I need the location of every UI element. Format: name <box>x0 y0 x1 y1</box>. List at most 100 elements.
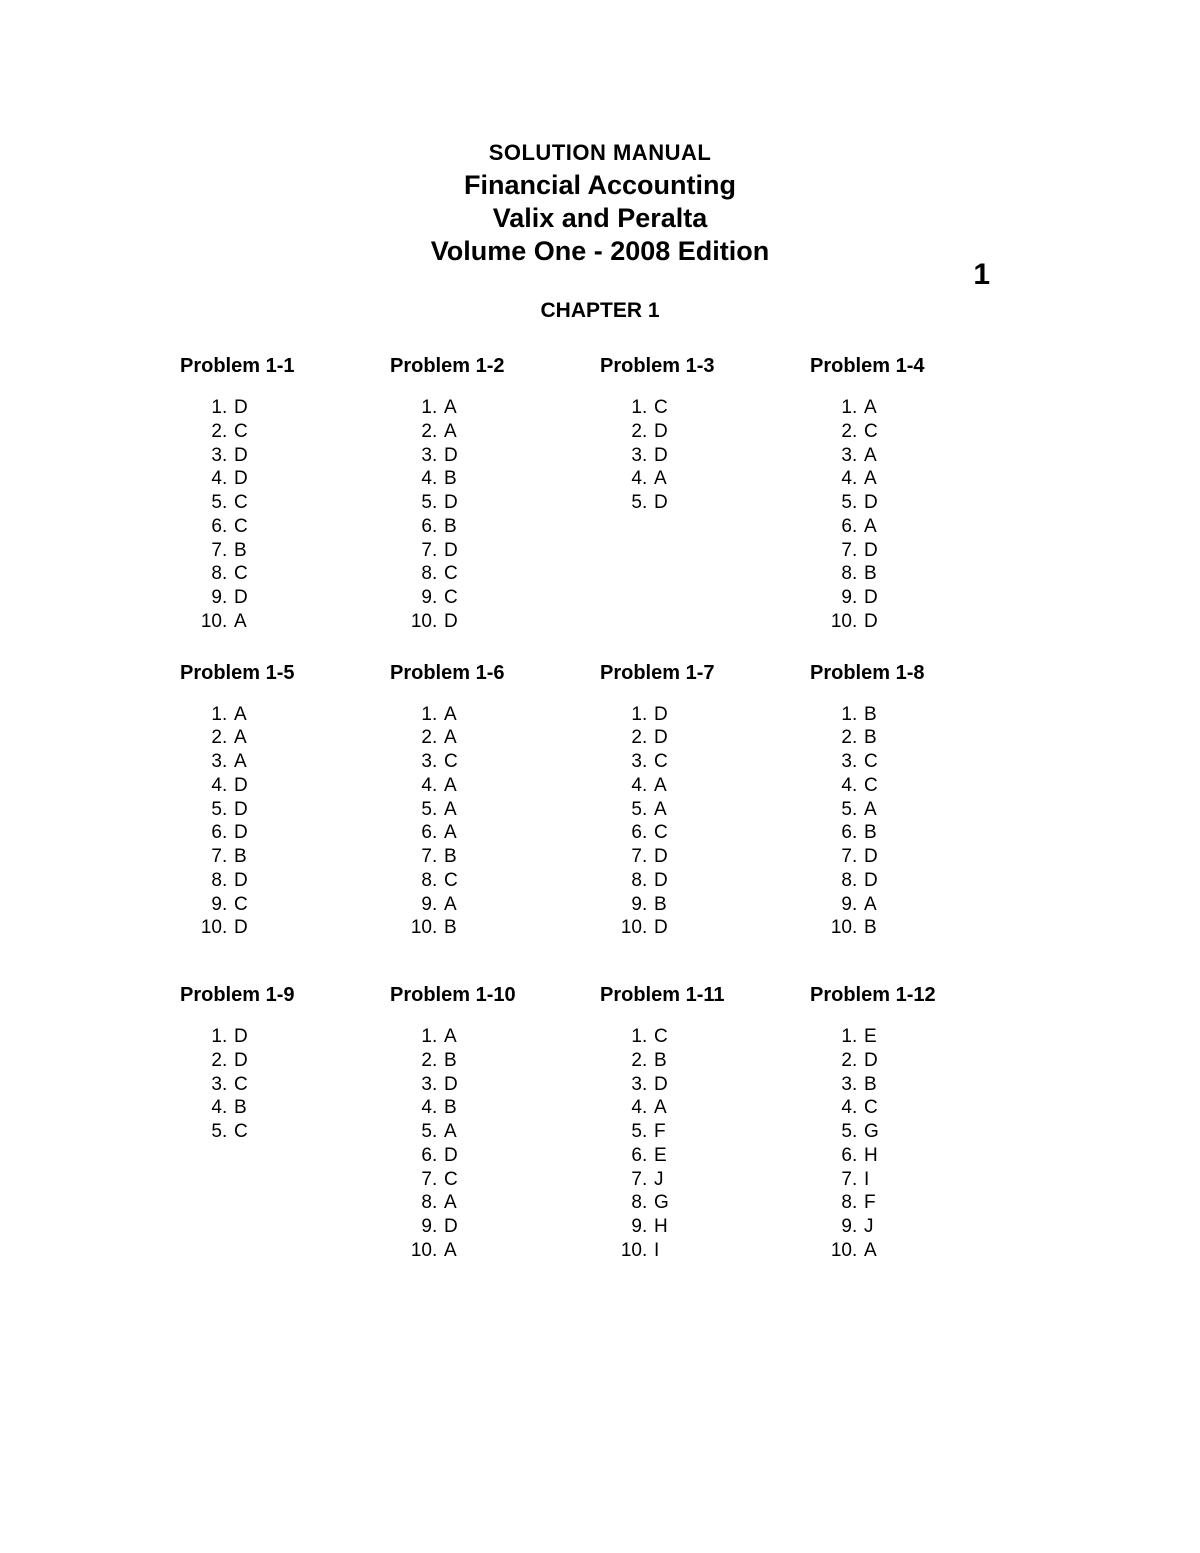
answer-value: D <box>232 1025 248 1049</box>
answer-row: 3.C <box>824 750 1020 774</box>
answer-number: 6 <box>824 515 852 539</box>
answer-dot: . <box>852 586 862 610</box>
answer-dot: . <box>432 869 442 893</box>
answer-row: 4.D <box>194 467 390 491</box>
answer-number: 8 <box>614 869 642 893</box>
answer-row: 8.B <box>824 562 1020 586</box>
answer-number: 5 <box>614 798 642 822</box>
problem-block: Problem 1-91.D2.D3.C4.B5.C <box>180 984 390 1263</box>
answer-value: C <box>232 420 248 444</box>
answer-dot: . <box>852 869 862 893</box>
answer-row: 4.A <box>404 774 600 798</box>
answer-value: A <box>862 515 877 539</box>
answer-dot: . <box>852 821 862 845</box>
answer-value: D <box>232 869 248 893</box>
answer-number: 9 <box>614 893 642 917</box>
answer-number: 10 <box>194 916 222 940</box>
answer-row: 9.C <box>404 586 600 610</box>
answer-row: 9.H <box>614 1215 810 1239</box>
answer-row: 7.D <box>824 539 1020 563</box>
answer-dot: . <box>222 774 232 798</box>
answer-row: 4.B <box>404 467 600 491</box>
answer-row: 9.A <box>824 893 1020 917</box>
answer-number: 8 <box>824 869 852 893</box>
answer-dot: . <box>222 539 232 563</box>
answer-dot: . <box>642 726 652 750</box>
answer-number: 10 <box>824 1239 852 1263</box>
answer-row: 1.C <box>614 1025 810 1049</box>
answer-value: A <box>862 396 877 420</box>
answer-value: B <box>862 916 877 940</box>
answer-dot: . <box>432 562 442 586</box>
answer-number: 6 <box>824 1144 852 1168</box>
answer-number: 5 <box>614 1120 642 1144</box>
answer-dot: . <box>852 1239 862 1263</box>
answer-dot: . <box>222 750 232 774</box>
answer-value: J <box>652 1168 664 1192</box>
answer-dot: . <box>222 420 232 444</box>
answer-dot: . <box>222 444 232 468</box>
answer-number: 5 <box>194 491 222 515</box>
answer-dot: . <box>222 515 232 539</box>
answer-number: 3 <box>194 750 222 774</box>
answer-value: B <box>442 845 457 869</box>
answer-row: 10.A <box>194 610 390 634</box>
problem-block: Problem 1-11.D2.C3.D4.D5.C6.C7.B8.C9.D10… <box>180 355 390 634</box>
answer-row: 8.G <box>614 1191 810 1215</box>
problem-block: Problem 1-21.A2.A3.D4.B5.D6.B7.D8.C9.C10… <box>390 355 600 634</box>
answer-row: 5.D <box>194 798 390 822</box>
answer-row: 8.C <box>194 562 390 586</box>
answer-value: B <box>652 893 667 917</box>
answer-dot: . <box>432 610 442 634</box>
answer-value: D <box>652 444 668 468</box>
answer-value: C <box>652 1025 668 1049</box>
answer-dot: . <box>432 420 442 444</box>
answer-row: 3.D <box>194 444 390 468</box>
answer-value: D <box>232 774 248 798</box>
answer-dot: . <box>642 1168 652 1192</box>
answer-row: 6.B <box>404 515 600 539</box>
answer-row: 4.B <box>194 1096 390 1120</box>
answer-row: 2.C <box>194 420 390 444</box>
answer-number: 7 <box>404 539 432 563</box>
answer-row: 5.D <box>404 491 600 515</box>
answer-value: D <box>442 444 458 468</box>
answer-number: 4 <box>194 467 222 491</box>
answer-value: B <box>652 1049 667 1073</box>
answer-list: 1.C2.B3.D4.A5.F6.E7.J8.G9.H10.I <box>600 1025 810 1263</box>
answer-dot: . <box>432 893 442 917</box>
answer-value: D <box>442 1215 458 1239</box>
answer-number: 7 <box>404 845 432 869</box>
answer-row: 9.B <box>614 893 810 917</box>
answer-value: C <box>232 562 248 586</box>
answer-row: 8.D <box>194 869 390 893</box>
answer-row: 7.D <box>404 539 600 563</box>
answer-row: 1.B <box>824 703 1020 727</box>
answer-value: D <box>232 444 248 468</box>
answer-value: C <box>232 1120 248 1144</box>
answer-row: 8.C <box>404 562 600 586</box>
problem-block: Problem 1-71.D2.D3.C4.A5.A6.C7.D8.D9.B10… <box>600 662 810 941</box>
answer-row: 10.B <box>404 916 600 940</box>
header-subtitle: SOLUTION MANUAL <box>180 140 1020 166</box>
answer-value: B <box>442 1049 457 1073</box>
answer-row: 5.D <box>824 491 1020 515</box>
problem-block: Problem 1-111.C2.B3.D4.A5.F6.E7.J8.G9.H1… <box>600 984 810 1263</box>
answer-dot: . <box>432 703 442 727</box>
answer-dot: . <box>222 916 232 940</box>
answer-dot: . <box>432 845 442 869</box>
answer-dot: . <box>642 774 652 798</box>
answer-value: A <box>442 798 457 822</box>
answer-value: D <box>232 467 248 491</box>
problem-title: Problem 1-9 <box>180 984 390 1007</box>
answer-row: 6.E <box>614 1144 810 1168</box>
answer-number: 5 <box>194 798 222 822</box>
answer-value: C <box>232 893 248 917</box>
answer-dot: . <box>642 1144 652 1168</box>
answer-dot: . <box>852 703 862 727</box>
answer-value: E <box>862 1025 877 1049</box>
answer-row: 6.D <box>404 1144 600 1168</box>
answer-number: 8 <box>194 869 222 893</box>
answer-row: 2.D <box>194 1049 390 1073</box>
answer-number: 2 <box>824 1049 852 1073</box>
